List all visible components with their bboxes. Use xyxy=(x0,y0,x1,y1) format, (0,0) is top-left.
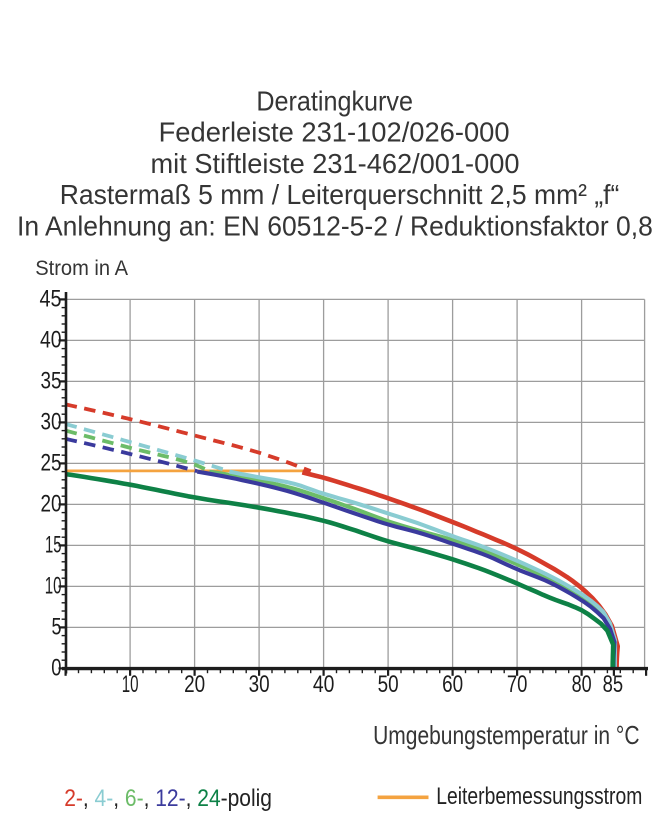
svg-text:80: 80 xyxy=(572,671,592,698)
svg-text:85: 85 xyxy=(603,671,624,698)
svg-text:Federleiste 231-102/026-000: Federleiste 231-102/026-000 xyxy=(159,117,510,148)
svg-text:10: 10 xyxy=(122,671,139,698)
svg-text:70: 70 xyxy=(507,671,528,698)
svg-text:5: 5 xyxy=(52,613,62,640)
svg-text:20: 20 xyxy=(41,490,62,517)
svg-text:45: 45 xyxy=(40,285,62,312)
svg-text:2-, 4-, 6-, 12-, 24-polig: 2-, 4-, 6-, 12-, 24-polig xyxy=(64,785,272,812)
svg-text:30: 30 xyxy=(249,671,270,698)
svg-text:Leiterbemessungsstrom: Leiterbemessungsstrom xyxy=(436,783,642,810)
svg-text:25: 25 xyxy=(41,449,62,476)
svg-text:50: 50 xyxy=(378,671,399,698)
svg-text:15: 15 xyxy=(45,531,62,558)
svg-text:10: 10 xyxy=(45,572,62,599)
svg-text:35: 35 xyxy=(41,367,62,394)
svg-text:20: 20 xyxy=(184,671,205,698)
svg-text:mit Stiftleiste 231-462/001-00: mit Stiftleiste 231-462/001-000 xyxy=(151,148,520,179)
svg-text:40: 40 xyxy=(40,326,62,353)
svg-text:60: 60 xyxy=(442,671,463,698)
svg-text:40: 40 xyxy=(313,671,335,698)
svg-text:Umgebungstemperatur in °C: Umgebungstemperatur in °C xyxy=(373,720,639,750)
svg-text:0: 0 xyxy=(51,654,61,681)
svg-text:In Anlehnung an: EN 60512-5-2: In Anlehnung an: EN 60512-5-2 / Reduktio… xyxy=(17,210,653,241)
svg-text:Rastermaß 5 mm / Leiterquersch: Rastermaß 5 mm / Leiterquerschnitt 2,5 m… xyxy=(60,179,620,210)
svg-text:30: 30 xyxy=(41,408,62,435)
svg-text:Deratingkurve: Deratingkurve xyxy=(256,86,413,117)
svg-text:Strom in A: Strom in A xyxy=(35,257,128,280)
